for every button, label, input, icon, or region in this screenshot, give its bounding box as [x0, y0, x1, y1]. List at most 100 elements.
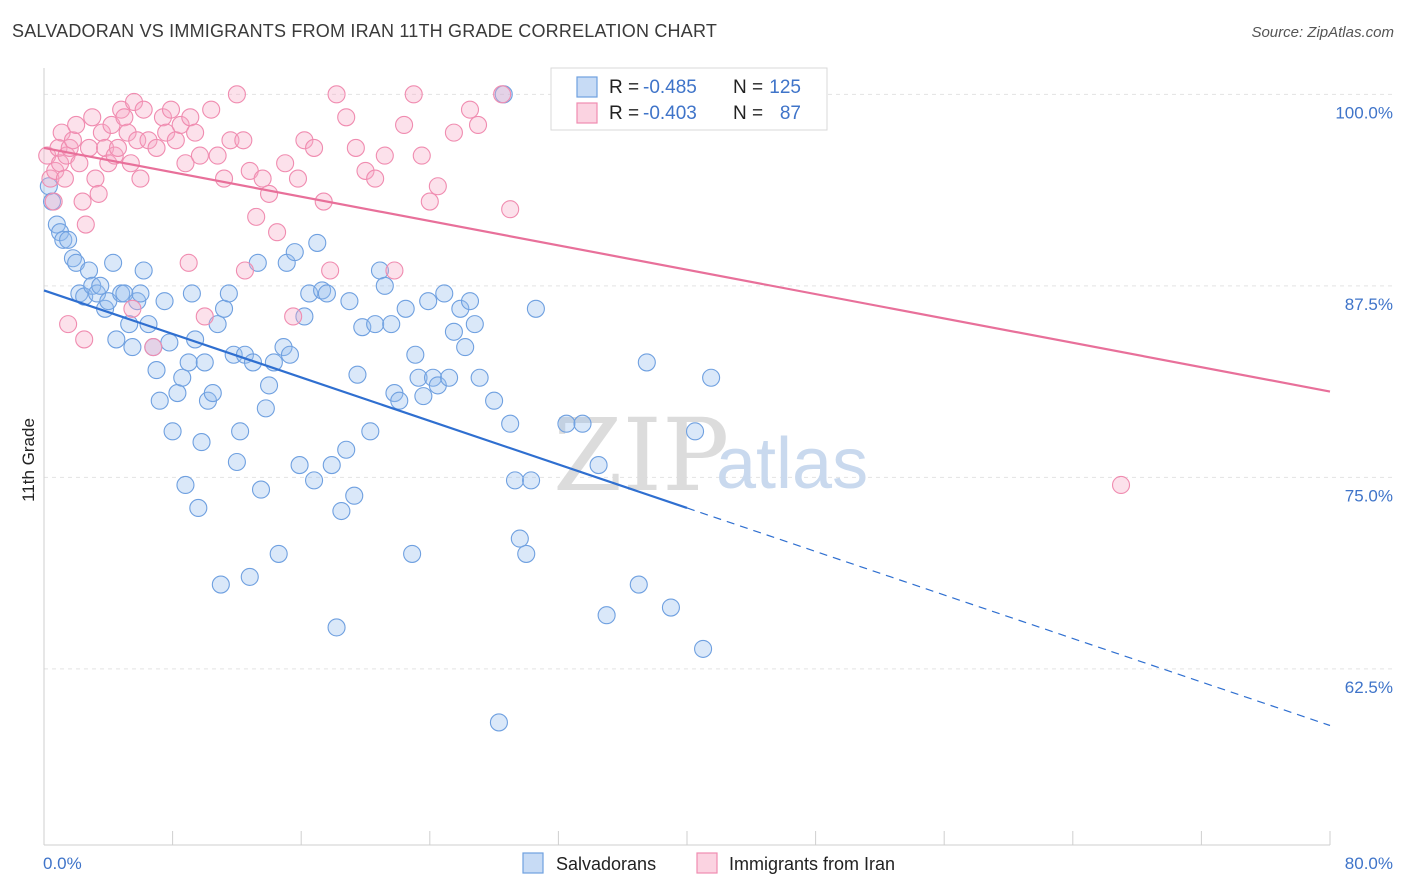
iran-point — [221, 131, 240, 150]
salvadoran-point — [485, 391, 504, 410]
iran-trend-line — [43, 146, 1331, 393]
iran-point — [79, 138, 99, 157]
iran-point — [134, 100, 153, 119]
salvadoran-point — [366, 315, 385, 334]
iran-point — [395, 115, 414, 135]
salvadoran-point — [317, 284, 336, 303]
iran-point — [305, 138, 324, 157]
iran-point — [295, 131, 314, 150]
iran-point — [276, 154, 295, 173]
watermark-zip: ZIP — [553, 397, 729, 514]
salvadoran-point — [505, 471, 525, 490]
iran-point — [131, 169, 150, 188]
salvadoran-point — [150, 391, 169, 410]
legend-r-label-2: R = — [609, 103, 639, 124]
salvadoran-point — [517, 544, 536, 563]
iran-point — [89, 184, 108, 203]
iran-point — [55, 169, 74, 188]
legend-n-label-2: N = — [733, 103, 763, 124]
bottom-legend-iran: Immigrants from Iran — [729, 854, 895, 874]
salvadoran-point — [131, 284, 150, 303]
salvadoran-point — [327, 618, 346, 637]
salvadoran-point — [195, 353, 214, 372]
iran-point — [460, 100, 480, 119]
salvadoran-point — [227, 452, 246, 472]
salvadoran-point — [322, 456, 341, 475]
salvadoran-point — [211, 575, 230, 594]
bottom-legend-swatch-pink — [696, 852, 718, 874]
iran-point — [337, 108, 356, 127]
iran-point — [327, 85, 346, 104]
salvadoran-point — [403, 544, 422, 563]
stats-legend: R = -0.485 N = 125 R = -0.403 N = 87 — [550, 67, 828, 131]
iran-point — [356, 161, 375, 180]
iran-point — [67, 115, 86, 135]
salvadoran-point — [340, 292, 359, 311]
iran-point — [202, 100, 221, 119]
salvadoran-point — [414, 387, 433, 406]
iran-point — [404, 85, 423, 104]
salvadoran-point — [155, 292, 174, 311]
salvadoran-point — [123, 338, 142, 357]
salvadoran-point — [390, 391, 409, 410]
iran-point — [235, 261, 254, 280]
salvadoran-point — [375, 276, 394, 295]
legend-n-value-1: 125 — [769, 77, 801, 98]
salvadoran-point — [557, 414, 576, 433]
salvadoran-point — [501, 414, 520, 433]
iran-point — [366, 169, 385, 188]
bottom-legend-salvadorans: Salvadorans — [556, 854, 656, 874]
salvadoran-point — [290, 456, 309, 475]
salvadoran-point — [685, 422, 705, 441]
legend-r-value-1: -0.485 — [643, 77, 697, 98]
salvadoran-trend-extension — [686, 507, 1331, 727]
salvadoran-point — [179, 353, 198, 372]
salvadoran-point — [313, 281, 332, 300]
salvadoran-point — [251, 480, 271, 499]
salvadoran-point — [182, 284, 201, 303]
iran-point — [76, 215, 95, 234]
iran-point — [92, 123, 111, 142]
salvadoran-point — [160, 333, 179, 352]
y-tick-labels: 62.5% 75.0% 87.5% 100.0% — [1335, 103, 1393, 697]
salvadoran-point — [456, 338, 475, 357]
salvadoran-point — [214, 299, 234, 318]
iran-point — [115, 108, 134, 127]
salvadoran-point — [337, 440, 356, 459]
legend-n-label-1: N = — [733, 77, 763, 98]
iran-point — [259, 184, 279, 203]
y-tick-label: 62.5% — [1345, 678, 1393, 697]
iran-point — [83, 108, 102, 127]
iran-point — [171, 115, 190, 135]
iran-point — [195, 307, 214, 326]
legend-swatch-blue — [576, 76, 598, 98]
salvadoran-point — [107, 330, 126, 349]
salvadoran-point — [176, 475, 195, 495]
salvadoran-point — [419, 292, 438, 311]
salvadoran-point — [637, 353, 656, 372]
scatter-points — [38, 85, 1131, 732]
iran-point — [412, 146, 431, 165]
salvadoran-point — [440, 368, 459, 387]
iran-point — [214, 169, 234, 188]
iran-point — [63, 131, 82, 150]
salvadoran-point — [489, 713, 508, 732]
salvadoran-point — [203, 384, 222, 403]
salvadoran-point — [305, 471, 324, 490]
iran-point — [108, 138, 127, 157]
salvadoran-point — [510, 529, 529, 548]
salvadoran-point — [285, 243, 304, 262]
iran-point — [147, 138, 166, 157]
iran-point — [186, 123, 205, 142]
salvadoran-point — [406, 345, 425, 364]
iran-point — [144, 338, 163, 357]
salvadoran-point — [256, 399, 275, 418]
salvadoran-point — [465, 315, 484, 334]
iran-point — [157, 123, 176, 142]
salvadoran-point — [444, 322, 463, 341]
iran-point — [75, 330, 94, 349]
iran-point — [96, 138, 115, 157]
iran-point — [166, 131, 185, 150]
salvadoran-point — [332, 501, 351, 521]
